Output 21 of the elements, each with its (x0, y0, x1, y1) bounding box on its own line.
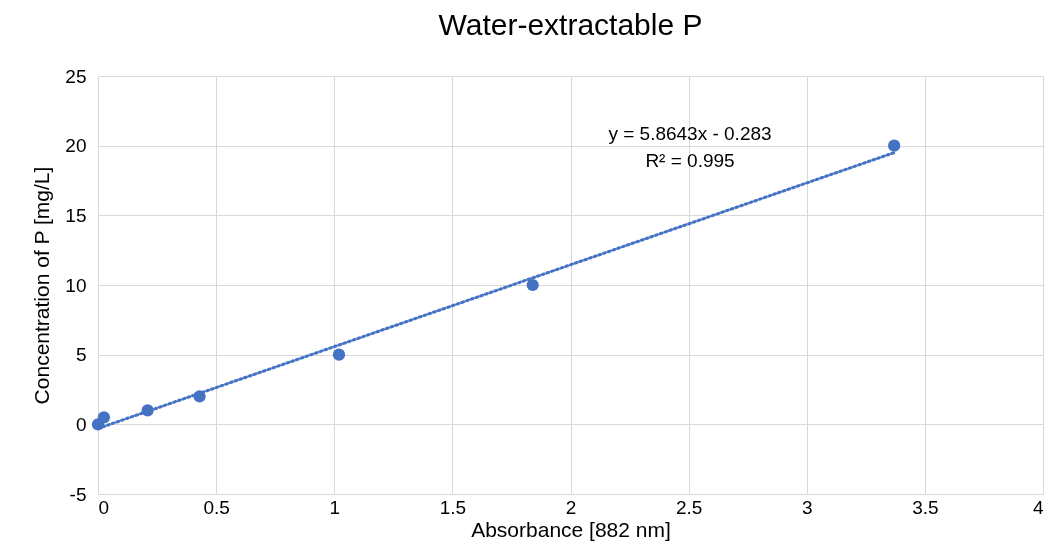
y-tick-label: -5 (69, 483, 87, 505)
x-tick-label: 0 (98, 496, 110, 518)
annotation: y = 5.8643x - 0.283 (608, 123, 772, 144)
y-tick-label: 15 (65, 204, 87, 226)
x-tick-label: 4 (1032, 496, 1044, 518)
y-tick-label: 20 (65, 135, 87, 157)
x-tick-label: 0.5 (203, 496, 230, 518)
y-tick-label: 0 (75, 413, 87, 435)
x-tick-label: 2 (565, 496, 577, 518)
chart-title: Water-extractable P (438, 8, 703, 41)
x-tick-label: 1.5 (439, 496, 467, 518)
x-axis-title: Absorbance [882 nm] (471, 517, 671, 541)
x-tick-label: 3.5 (912, 496, 939, 518)
y-tick-label: 25 (65, 65, 87, 87)
y-axis-title: Concentration of P [mg/L] (30, 166, 54, 405)
x-tick-label: 2.5 (675, 496, 703, 518)
y-tick-label: 5 (75, 344, 87, 366)
annotation: R² = 0.995 (645, 150, 735, 171)
x-tick-label: 3 (801, 496, 813, 518)
x-tick-label: 1 (329, 496, 341, 518)
y-tick-label: 10 (65, 274, 87, 296)
